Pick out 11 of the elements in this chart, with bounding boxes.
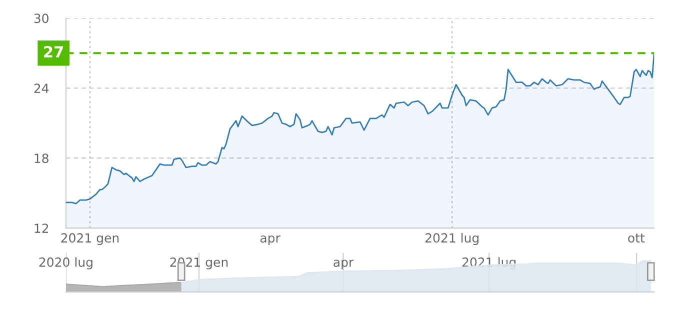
y-tick-label: 18 [34, 154, 48, 164]
y-tick-label: 30 [34, 14, 48, 24]
x-tick-label: ott [628, 234, 645, 243]
x-tick-label: apr [260, 235, 280, 246]
x-tick-label: apr [334, 260, 354, 270]
y-tick-label: 24 [34, 84, 49, 93]
ref-line-label: 27 [44, 46, 63, 58]
x-tick-label: 2020 lug [39, 257, 92, 270]
x-tick-label: 2021 gen [61, 233, 119, 246]
y-tick-label: 12 [34, 224, 48, 233]
x-tick-label: 2021 lug [425, 232, 479, 246]
